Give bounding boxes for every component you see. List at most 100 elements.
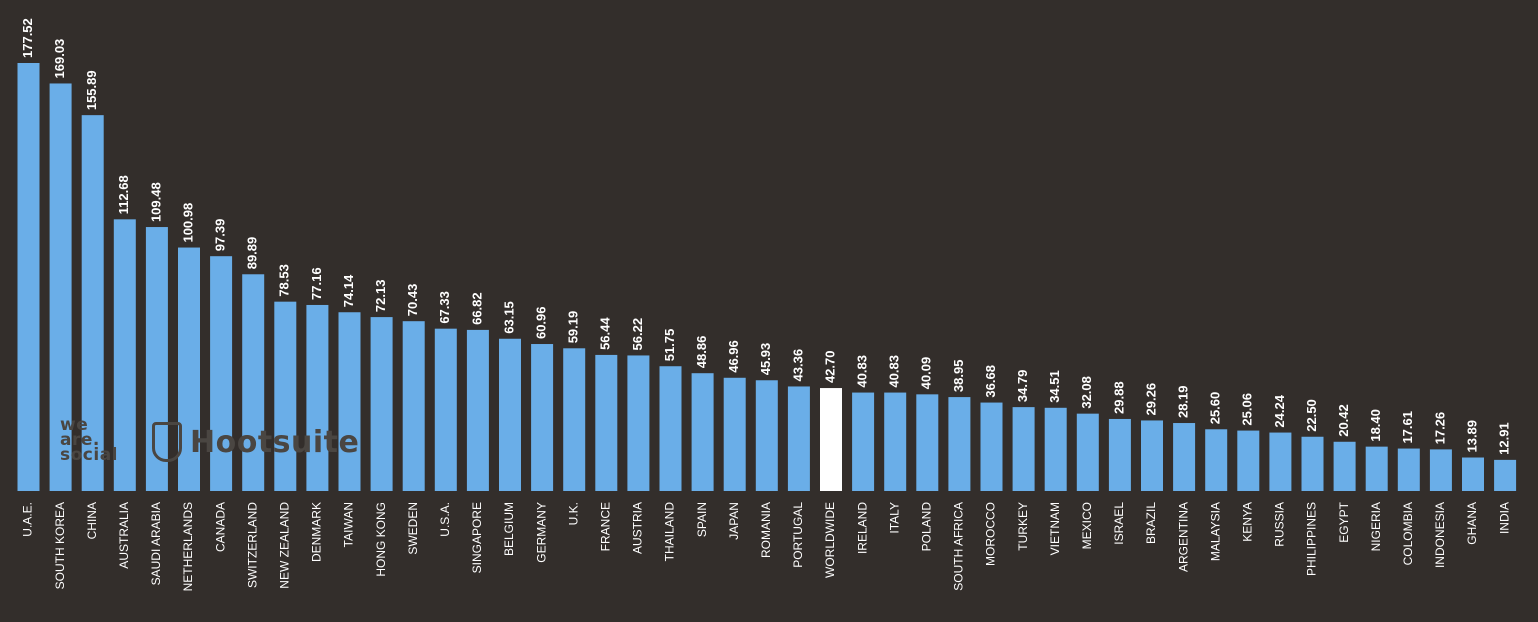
bar [691,373,714,491]
category-label: RUSSIA [1273,502,1287,547]
bar [1108,418,1131,491]
value-label: 28.19 [1176,385,1191,418]
bar [980,402,1003,491]
category-label: SOUTH KOREA [53,502,67,589]
category-label: U.A.E. [21,502,35,537]
category-label: THAILAND [663,502,677,562]
bar [852,392,875,491]
category-label: DENMARK [310,502,324,562]
category-label: ITALY [887,502,901,534]
value-label: 112.68 [116,175,131,214]
owl-icon [152,422,182,462]
value-label: 78.53 [277,264,292,297]
bar [499,338,521,491]
bar [787,386,810,491]
category-label: ARGENTINA [1176,502,1190,572]
category-label: BRAZIL [1144,502,1158,544]
hootsuite-text: Hootsuite [190,424,360,460]
bar [595,354,618,491]
category-label: GHANA [1465,502,1479,545]
bar [306,304,329,491]
bar [338,312,361,491]
bar [1462,457,1484,491]
value-label: 29.88 [1111,381,1126,414]
watermark-line: social [60,445,119,465]
category-label: TAIWAN [342,502,356,547]
category-label: JAPAN [727,502,741,540]
value-label: 77.16 [309,267,324,300]
category-label: KENYA [1240,502,1254,542]
value-label: 38.95 [951,360,966,393]
category-label: AUSTRALIA [117,502,131,569]
bar [531,344,554,491]
bar [1301,436,1324,491]
bar [1076,413,1099,491]
value-label: 25.60 [1208,392,1223,425]
category-label: INDIA [1497,502,1511,534]
bar [370,317,393,491]
bar [1494,459,1517,491]
value-label: 29.26 [1143,383,1158,416]
category-label: NEW ZEALAND [277,502,291,589]
we-are-social-watermark: we are. social [60,415,119,465]
bar [17,63,40,491]
bar [884,392,907,491]
value-label: 51.75 [662,329,677,362]
value-label: 56.44 [598,317,613,350]
value-label: 40.83 [887,355,902,388]
bar [659,366,682,491]
bar [1141,420,1163,491]
value-label: 32.08 [1079,376,1094,409]
value-label: 74.14 [341,274,356,307]
category-label: CHINA [85,502,99,539]
bar [242,274,265,491]
category-label: CANADA [213,502,227,552]
value-label: 24.24 [1272,394,1287,427]
bar [627,355,650,491]
category-label: SAUDI ARABIA [149,502,163,585]
category-label: SOUTH AFRICA [952,502,966,591]
category-label: GERMANY [534,502,548,563]
value-label: 155.89 [84,70,99,110]
value-label: 17.61 [1400,411,1415,444]
bar [434,328,457,491]
value-label: 18.40 [1368,409,1383,442]
bar [1397,448,1420,491]
bar [1044,407,1067,491]
value-label: 45.93 [758,343,773,376]
category-label: COLOMBIA [1401,502,1415,565]
category-label: FRANCE [598,502,612,551]
category-label: NETHERLANDS [181,502,195,591]
bar [81,115,104,491]
value-label: 40.83 [855,355,870,388]
category-label: NIGERIA [1369,502,1383,551]
value-label: 17.26 [1432,412,1447,445]
category-label: PORTUGAL [791,502,805,568]
category-label: SWITZERLAND [245,502,259,588]
category-label: WORLDWIDE [823,502,837,578]
bar [210,256,233,491]
category-label: ROMANIA [759,502,773,558]
watermark-line: we [60,415,89,435]
category-label: SWEDEN [406,502,420,555]
bar [1269,432,1292,491]
value-label: 22.50 [1304,399,1319,432]
bar [1012,407,1035,491]
value-label: 34.51 [1047,370,1062,403]
bar [466,329,489,491]
category-label: BELGIUM [502,502,516,556]
bar [563,348,586,491]
value-label: 177.52 [20,18,35,58]
value-label: 34.79 [1015,370,1030,403]
value-label: 100.98 [180,203,195,243]
value-label: 89.89 [245,237,260,270]
value-label: 25.06 [1240,393,1255,426]
value-label: 72.13 [373,280,388,313]
category-label: SINGAPORE [470,502,484,573]
value-label: 36.68 [983,365,998,398]
value-label: 48.86 [694,336,709,369]
category-label: MOROCCO [984,502,998,566]
bar [916,394,939,491]
value-label: 59.19 [566,311,581,344]
